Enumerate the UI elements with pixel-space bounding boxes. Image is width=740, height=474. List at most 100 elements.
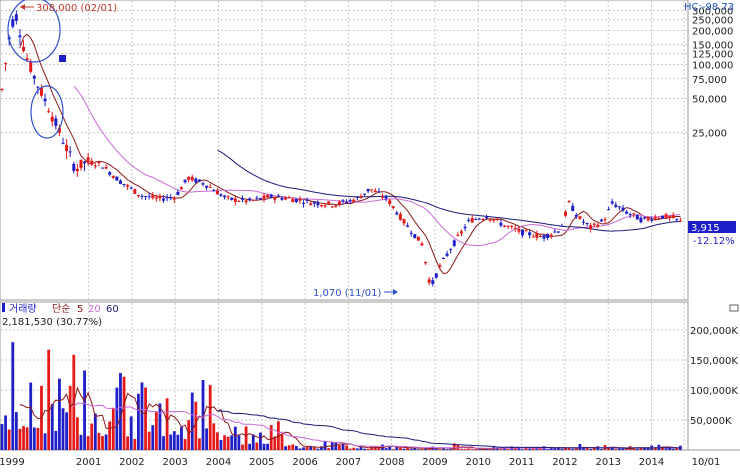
volume-bar [226,436,230,450]
candle-body [409,232,413,234]
volume-bar [391,449,395,450]
candle-body [402,219,406,224]
candle-body [291,199,295,203]
volume-bar [90,423,94,450]
candle-body [596,224,600,227]
volume-bar [54,430,58,450]
marker-square [59,55,66,62]
volume-bar [75,417,79,450]
volume-bar [409,448,413,450]
candle-body [276,195,280,197]
volume-bar [305,446,309,450]
volume-panel[interactable] [0,301,689,451]
volume-bar [262,443,266,450]
candle-body [628,214,632,216]
candle-body [474,218,478,220]
price-panel[interactable] [0,0,689,301]
volume-bar [280,434,284,450]
candle-body [632,213,636,215]
volume-bar [585,448,589,450]
candle-body [316,202,320,206]
volume-bar [582,448,585,450]
candle-body [470,218,474,223]
volume-bar [101,436,104,450]
candle-body [165,196,169,199]
candle-body [406,225,410,227]
low-annotation: 1,070 (11/01) [313,288,398,299]
volume-bar [86,436,90,450]
candle-body [510,226,514,228]
volume-bar [122,376,126,450]
candle-body [452,240,456,246]
candle-body [678,220,682,222]
volume-bar [68,385,72,450]
candle-body [302,202,306,204]
candle-body [212,190,216,192]
candle-body [463,226,467,229]
candle-body [330,206,334,208]
legend-volume: 거래량 [9,303,37,315]
volume-bar [635,448,639,450]
time-axis: 1999 2001 2002 2003 2004 2005 2006 2007 2008 2009… [0,457,720,468]
candle-body [556,231,560,233]
candle-body [327,201,331,204]
volume-bar [79,434,83,450]
volume-bar [452,443,456,450]
scroll-marker-icon[interactable] [729,304,739,312]
candle-body [334,205,338,207]
candle-body [86,157,90,163]
volume-bar [600,449,603,450]
low-label: 1,070 (11/01) [313,288,382,299]
price-tick-label: 75,000 [692,75,727,86]
volume-bar [230,435,234,450]
volume-bar [137,393,140,450]
volume-bar [111,407,115,450]
volume-bar [309,445,313,450]
candle-body [639,217,643,223]
volume-bar [165,398,169,450]
candle-body [183,179,187,183]
candle-body [251,199,255,201]
candle-body [208,186,212,188]
volume-bar [255,442,259,450]
candle-body [169,197,173,199]
time-tick-label: 2007 [336,457,361,468]
candle-body [578,216,582,220]
volume-bar [294,446,298,450]
price-tick-label: 25,000 [692,129,727,140]
volume-bar [14,412,18,450]
candle-body [79,159,83,168]
last-price: 3,915 [691,223,720,234]
candle-body [219,194,223,196]
candle-body [29,62,33,72]
volume-bar [104,434,108,450]
candle-body [57,127,61,133]
price-tick-label: 150,000 [692,41,733,52]
candle-body [273,197,277,200]
candle-body [373,190,377,193]
candle-body [506,225,510,227]
candle-body [567,201,571,203]
candle-body [574,214,578,217]
volume-bar [190,392,194,450]
candle-body [108,172,112,175]
volume-bar [556,447,560,450]
volume-bar [43,433,47,450]
volume-bar [119,373,122,450]
candle-body [380,196,384,198]
candle-body [370,189,374,191]
candle-body [104,166,108,169]
volume-bar [208,384,212,450]
volume-ma-long [217,410,681,449]
volume-bar [589,448,593,450]
volume-bar [384,448,388,450]
candle-body [36,86,40,88]
candle-body [388,200,392,205]
volume-value: 2,181,530 (30.77%) [2,317,102,328]
high-annotation: 308,000 (02/01) [20,3,117,14]
volume-bar [312,447,316,450]
time-tick-label: 2010 [466,457,491,468]
volume-bar [151,425,155,450]
